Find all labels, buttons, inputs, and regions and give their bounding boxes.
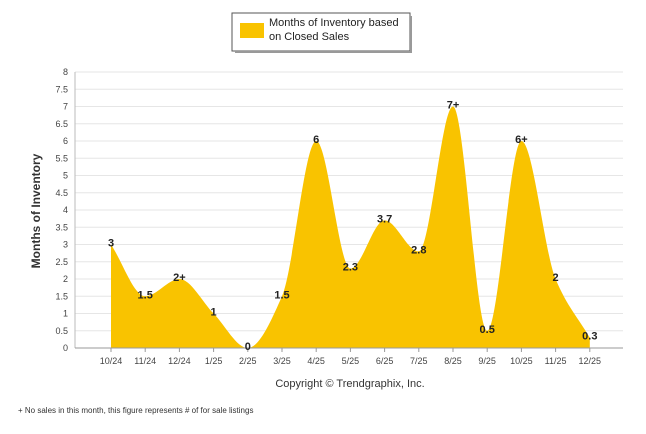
x-tick-label: 8/25	[444, 356, 462, 366]
legend-swatch	[240, 23, 264, 38]
data-label: 2.3	[343, 262, 358, 274]
y-tick-label: 1.5	[55, 291, 68, 301]
y-tick-label: 4.5	[55, 188, 68, 198]
y-tick-label: 0.5	[55, 326, 68, 336]
data-label: 0.5	[480, 324, 495, 336]
footnote: + No sales in this month, this figure re…	[18, 406, 253, 415]
y-tick-label: 5	[63, 171, 68, 181]
y-tick-label: 6	[63, 136, 68, 146]
legend-text-line-2: on Closed Sales	[269, 31, 350, 43]
data-label: 0.3	[582, 331, 597, 343]
y-tick-label: 4	[63, 205, 68, 215]
x-tick-label: 2/25	[239, 356, 257, 366]
y-tick-label: 3.5	[55, 222, 68, 232]
axes	[74, 72, 623, 352]
data-label: 1.5	[274, 289, 289, 301]
x-tick-label: 9/25	[478, 356, 496, 366]
x-tick-label: 1/25	[205, 356, 223, 366]
data-label: 1.5	[138, 289, 153, 301]
y-tick-label: 6.5	[55, 119, 68, 129]
legend-text-line-1: Months of Inventory based	[269, 17, 399, 29]
data-label: 2	[553, 272, 559, 284]
legend-shadow-bottom	[235, 51, 412, 53]
data-label: 1	[211, 307, 217, 319]
y-tick-label: 0	[63, 343, 68, 353]
copyright: Copyright © Trendgraphix, Inc.	[275, 378, 424, 390]
x-tick-label: 3/25	[273, 356, 291, 366]
series-area	[111, 106, 590, 348]
x-tick-label: 5/25	[342, 356, 360, 366]
y-tick-label: 1	[63, 309, 68, 319]
data-label: 2+	[173, 272, 186, 284]
data-label: 2.8	[411, 244, 426, 256]
legend-shadow-right	[410, 16, 412, 53]
data-labels: 3 1.5 2+ 1 0 1.5 6 2.3 3.7 2.8 7+ 0.5 6+ 2 0.3	[108, 100, 598, 354]
y-tick-labels: 0 0.5 1 1.5 2 2.5 3 3.5 4 4.5 5 5.5 6 6.5 7 7.5 8	[55, 67, 68, 353]
x-tick-label: 6/25	[376, 356, 394, 366]
x-tick-label: 10/24	[100, 356, 123, 366]
y-tick-label: 2	[63, 274, 68, 284]
series-area-path	[111, 106, 590, 348]
x-tick-label: 10/25	[510, 356, 533, 366]
data-label: 3.7	[377, 213, 392, 225]
legend: Months of Inventory based on Closed Sale…	[231, 12, 412, 53]
data-label: 3	[108, 238, 114, 250]
y-tick-label: 2.5	[55, 257, 68, 267]
y-tick-label: 3	[63, 240, 68, 250]
data-label: 0	[245, 341, 251, 353]
x-tick-label: 12/25	[579, 356, 602, 366]
data-label: 7+	[447, 100, 460, 112]
x-tick-label: 12/24	[168, 356, 191, 366]
x-tick-labels: 10/24 11/24 12/24 1/25 2/25 3/25 4/25 5/25 6/25 7…	[100, 356, 601, 366]
x-tick-label: 4/25	[307, 356, 325, 366]
x-tick-label: 11/24	[134, 356, 156, 366]
y-tick-label: 8	[63, 67, 68, 77]
y-tick-label: 7.5	[55, 84, 68, 94]
y-tick-label: 7	[63, 102, 68, 112]
data-label: 6	[313, 134, 319, 146]
y-tick-label: 5.5	[55, 153, 68, 163]
data-label: 6+	[515, 134, 528, 146]
x-tick-label: 7/25	[410, 356, 428, 366]
y-axis-title: Months of Inventory	[29, 153, 43, 268]
x-tick-label: 11/25	[545, 356, 567, 366]
